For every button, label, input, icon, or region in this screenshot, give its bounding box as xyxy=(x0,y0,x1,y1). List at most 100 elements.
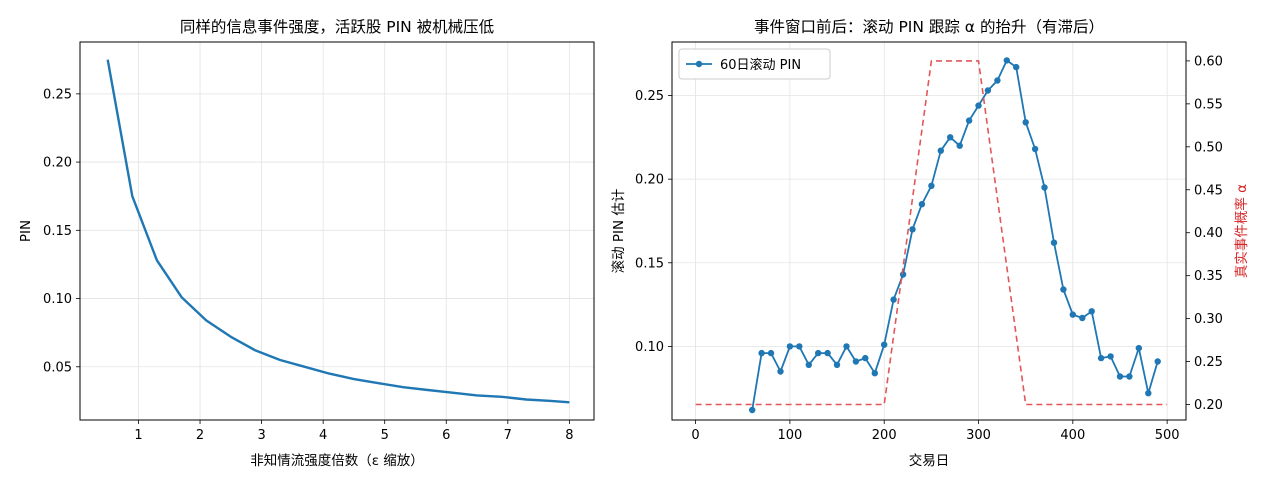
y-tick-label: 0.15 xyxy=(635,256,664,271)
series-point xyxy=(1116,373,1124,380)
series-point xyxy=(815,349,822,357)
series-line xyxy=(106,59,570,404)
x-tick-label: 4 xyxy=(319,428,327,443)
x-axis-ticks: 0 100 200 300 400 500 xyxy=(691,420,1180,443)
series-point xyxy=(947,134,954,141)
y2-tick-label: 0.25 xyxy=(1194,355,1223,370)
x-tick-label: 0 xyxy=(691,428,699,443)
series-point xyxy=(975,102,982,109)
chart-grid xyxy=(672,42,1186,420)
series-point xyxy=(758,349,765,357)
x-tick-label: 100 xyxy=(777,428,802,443)
x-axis-label: 非知情流强度倍数（ε 缩放） xyxy=(250,452,424,469)
series-point xyxy=(1088,308,1095,315)
y2-tick-label: 0.60 xyxy=(1194,54,1223,69)
y-axis-ticks: 0.10 0.15 0.20 0.25 xyxy=(635,89,672,355)
y2-tick-label: 0.55 xyxy=(1194,97,1223,112)
series-point xyxy=(928,182,935,189)
legend: 60日滚动 PIN xyxy=(678,48,831,80)
series-point xyxy=(965,117,973,124)
series-point xyxy=(881,341,888,348)
series-point xyxy=(890,296,897,303)
x-axis-label: 交易日 xyxy=(909,452,950,469)
plot-area-frame xyxy=(79,41,595,421)
y-tick-label: 0.05 xyxy=(43,360,72,375)
x-tick-label: 8 xyxy=(565,428,573,443)
series-point xyxy=(805,361,812,368)
series-point xyxy=(1145,390,1152,397)
x-tick-label: 300 xyxy=(966,428,991,443)
chart-series xyxy=(106,59,570,404)
series-point xyxy=(1069,311,1077,318)
plot-area-frame xyxy=(671,41,1187,421)
y2-axis-ticks: 0.20 0.25 0.30 0.35 0.40 0.45 0.50 0.55 0.60 xyxy=(1186,54,1223,413)
series-point xyxy=(1097,354,1105,362)
y2-tick-label: 0.45 xyxy=(1194,183,1223,198)
chart-pin-vs-noise: 1 2 3 4 5 6 7 8 0.05 0.10 0.15 0.20 0.25 同样的信息事件强度，… xyxy=(18,18,595,469)
series-point xyxy=(862,354,869,362)
series-point xyxy=(956,142,963,149)
y2-tick-label: 0.35 xyxy=(1194,269,1223,284)
y2-tick-label: 0.40 xyxy=(1194,226,1223,241)
legend-frame xyxy=(678,48,831,80)
series-point xyxy=(1050,239,1058,246)
series-point xyxy=(1154,358,1161,365)
series-point xyxy=(796,343,803,350)
series-point xyxy=(843,343,850,350)
series-point xyxy=(1031,145,1039,153)
series-point xyxy=(1079,314,1086,322)
y-axis-label: PIN xyxy=(18,220,34,242)
series-point xyxy=(1003,57,1010,64)
series-point xyxy=(786,343,794,350)
y2-tick-label: 0.30 xyxy=(1194,312,1223,327)
series-point xyxy=(1135,344,1143,352)
chart-rolling-pin: 0 100 200 300 400 500 0.100.150.200.25 0.200.… xyxy=(610,18,1250,469)
x-tick-label: 200 xyxy=(872,428,897,443)
series-point xyxy=(777,368,784,375)
x-axis-ticks: 1 2 3 4 5 6 7 8 xyxy=(134,420,574,443)
y-tick-label: 0.10 xyxy=(635,340,664,355)
y-axis-ticks: 0.05 0.10 0.15 0.20 0.25 xyxy=(43,87,80,375)
x-tick-label: 400 xyxy=(1060,428,1085,443)
series-point xyxy=(1107,353,1114,360)
y-tick-label: 0.15 xyxy=(43,224,72,239)
series-point xyxy=(1126,373,1133,380)
series-point xyxy=(1060,286,1067,293)
series-point xyxy=(984,87,992,94)
y-tick-label: 0.25 xyxy=(43,87,72,102)
y-axis-label: 滚动 PIN 估计 xyxy=(610,189,627,274)
y-tick-label: 0.10 xyxy=(43,292,72,307)
chart-title: 同样的信息事件强度，活跃股 PIN 被机械压低 xyxy=(180,18,494,36)
x-tick-label: 7 xyxy=(504,428,512,443)
legend-label: 60日滚动 PIN xyxy=(720,57,801,73)
x-tick-label: 5 xyxy=(381,428,389,443)
legend-marker-swatch xyxy=(695,60,703,68)
series-point xyxy=(937,147,944,154)
series-point xyxy=(852,358,860,365)
y-tick-label: 0.20 xyxy=(43,156,72,171)
x-tick-label: 2 xyxy=(196,428,204,443)
chart-title: 事件窗口前后：滚动 PIN 跟踪 α 的抬升（有滞后） xyxy=(754,18,1104,36)
y-tick-label: 0.25 xyxy=(635,89,664,104)
series-point xyxy=(749,406,756,414)
chart-series xyxy=(695,57,1168,414)
y2-tick-label: 0.20 xyxy=(1194,398,1223,413)
series-point xyxy=(824,349,831,357)
series-point xyxy=(909,226,916,233)
chart-grid xyxy=(80,42,594,420)
series-point xyxy=(833,361,841,368)
x-tick-label: 1 xyxy=(134,428,142,443)
x-tick-label: 3 xyxy=(257,428,265,443)
y-tick-label: 0.20 xyxy=(635,173,664,188)
series-point xyxy=(994,77,1001,84)
x-tick-label: 6 xyxy=(442,428,450,443)
y2-tick-label: 0.50 xyxy=(1194,140,1223,155)
x-tick-label: 500 xyxy=(1155,428,1180,443)
series-point xyxy=(767,349,775,357)
series-point xyxy=(918,201,926,208)
series-point xyxy=(1022,119,1029,126)
series-line-alpha xyxy=(695,60,1168,406)
series-point xyxy=(871,370,878,377)
series-point xyxy=(1041,184,1048,191)
